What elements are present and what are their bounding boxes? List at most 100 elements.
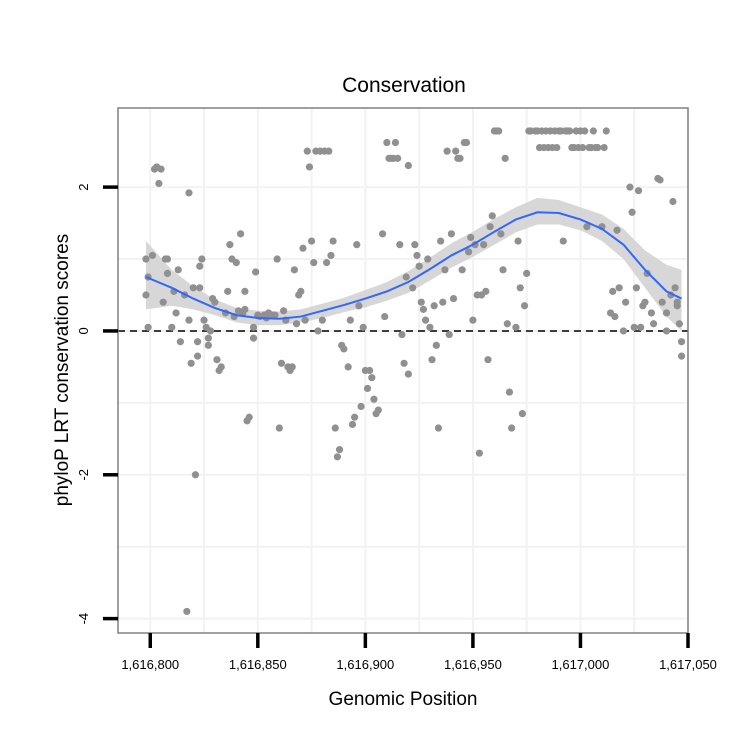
data-point <box>669 197 677 206</box>
data-point <box>611 312 619 321</box>
y-tick-label: 2 <box>76 183 91 190</box>
data-point <box>329 237 337 245</box>
data-point <box>249 334 258 342</box>
data-point <box>142 255 150 263</box>
data-point <box>486 223 494 231</box>
data-point <box>514 237 522 245</box>
data-point <box>516 284 524 292</box>
data-point <box>400 359 408 367</box>
data-point <box>394 154 402 162</box>
data-point <box>224 287 232 295</box>
data-point <box>488 212 496 220</box>
data-point <box>523 269 531 278</box>
data-point <box>237 230 245 238</box>
data-point <box>424 255 432 263</box>
data-point <box>299 244 307 252</box>
data-point <box>518 410 526 418</box>
data-point <box>501 154 509 162</box>
data-point <box>142 291 150 299</box>
data-point <box>398 330 406 339</box>
data-point <box>314 327 322 335</box>
data-point <box>594 143 602 152</box>
data-point <box>615 284 623 292</box>
data-point <box>421 316 430 324</box>
data-point <box>157 165 165 173</box>
data-point <box>589 127 597 135</box>
data-point <box>366 366 374 375</box>
data-point <box>402 273 410 281</box>
data-point <box>413 251 421 260</box>
data-point <box>452 147 460 155</box>
data-point <box>662 309 671 317</box>
data-point <box>495 127 503 135</box>
data-point <box>456 154 464 162</box>
data-point <box>641 298 649 306</box>
data-point <box>327 251 335 260</box>
data-point <box>677 352 686 360</box>
data-point <box>187 359 195 367</box>
data-point <box>622 298 630 306</box>
smooth-line <box>145 211 682 320</box>
data-point <box>245 413 253 421</box>
data-point <box>148 251 157 260</box>
data-point <box>426 323 434 331</box>
data-point <box>323 259 331 267</box>
data-point <box>288 363 296 371</box>
data-point <box>520 302 529 310</box>
data-point <box>185 189 193 197</box>
data-point <box>602 127 610 135</box>
data-point <box>609 287 617 295</box>
data-point <box>439 298 447 306</box>
data-point <box>348 420 357 429</box>
data-point <box>396 241 404 249</box>
data-point <box>198 255 206 263</box>
data-point <box>204 334 212 342</box>
data-point <box>404 370 412 378</box>
data-point <box>353 241 361 249</box>
data-point <box>292 320 301 328</box>
data-point <box>673 298 681 306</box>
plot-frame <box>117 107 689 634</box>
chart-title: Conservation <box>342 74 466 97</box>
data-point <box>200 316 208 324</box>
data-point <box>484 356 492 364</box>
data-point <box>378 230 387 238</box>
data-point <box>579 143 587 152</box>
data-point <box>613 226 621 234</box>
data-point <box>449 294 458 303</box>
data-point <box>331 424 339 432</box>
data-point <box>482 287 490 295</box>
data-point <box>553 143 561 152</box>
data-point <box>185 316 193 324</box>
data-point <box>658 298 666 306</box>
data-point <box>441 266 449 274</box>
y-tick-label: -2 <box>76 469 91 481</box>
data-point <box>335 446 344 454</box>
data-point <box>628 208 636 216</box>
data-point <box>252 268 260 276</box>
data-point <box>196 262 204 270</box>
data-point <box>632 284 640 292</box>
data-point <box>155 179 163 188</box>
data-point <box>417 298 425 306</box>
data-point <box>232 259 240 267</box>
data-point <box>469 316 477 324</box>
data-point <box>512 323 520 331</box>
data-point <box>346 316 354 324</box>
data-point <box>196 284 204 292</box>
data-point <box>318 316 326 324</box>
data-point <box>600 143 608 152</box>
data-point <box>351 413 359 421</box>
data-point <box>359 323 367 331</box>
data-point <box>443 147 451 155</box>
plot-background <box>118 108 688 633</box>
x-tick-label: 1,616,850 <box>229 657 287 672</box>
data-point <box>310 259 318 267</box>
data-point <box>305 163 314 171</box>
x-tick-label: 1,616,900 <box>336 657 394 672</box>
x-tick-label: 1,617,000 <box>552 657 610 672</box>
points-layer <box>142 127 686 616</box>
data-point <box>626 183 634 191</box>
data-point <box>428 356 436 364</box>
